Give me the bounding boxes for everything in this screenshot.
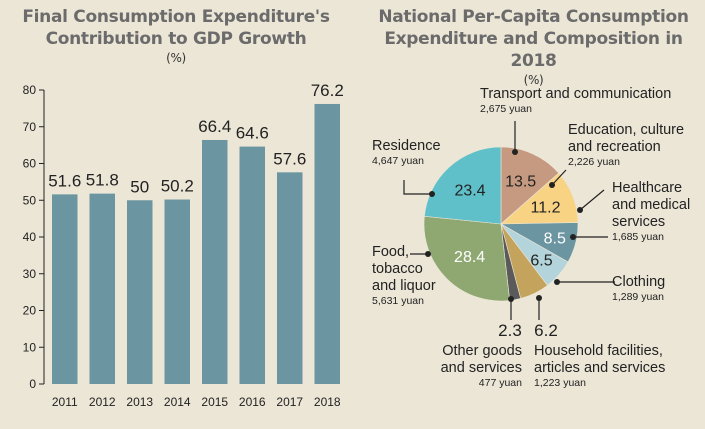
bar bbox=[52, 194, 78, 384]
pie-category-label: and liquor bbox=[372, 278, 436, 294]
callout-dot bbox=[425, 251, 431, 257]
bar-chart-title-text: Final Consumption Expenditure's Contribu… bbox=[22, 7, 330, 49]
pie-value-label: 13.5 bbox=[505, 173, 536, 190]
bar-chart: 0 10 20 30 40 50 60 70 80 51.6 2011 51.8 2012 50 2013 5… bbox=[23, 81, 344, 409]
bar-value-label: 51.8 bbox=[86, 171, 119, 190]
pie-amount-label: 477 yuan bbox=[479, 377, 522, 389]
callout-dot bbox=[512, 149, 518, 155]
y-tick-label: 40 bbox=[23, 230, 37, 244]
bar-value-label: 50 bbox=[130, 177, 149, 196]
pie-chart bbox=[423, 146, 579, 302]
x-tick-label: 2015 bbox=[201, 395, 228, 409]
callout-dot bbox=[508, 296, 514, 302]
callout-line bbox=[551, 169, 567, 186]
bar bbox=[127, 200, 153, 384]
callout-dot bbox=[429, 191, 435, 197]
x-tick-label: 2012 bbox=[89, 395, 116, 409]
pie-category-label: services bbox=[612, 214, 665, 230]
pie-value-label: 6.5 bbox=[530, 253, 552, 270]
bar-value-label: 76.2 bbox=[311, 81, 344, 100]
pie-value-label: 8.5 bbox=[544, 231, 566, 248]
pie-chart-unit: (%) bbox=[523, 73, 544, 87]
pie-category-label: Transport and communication bbox=[480, 86, 671, 102]
y-tick-label: 80 bbox=[23, 83, 37, 97]
pie-category-label: articles and services bbox=[534, 360, 665, 376]
pie-category-label: and recreation bbox=[568, 139, 661, 155]
y-tick-label: 10 bbox=[23, 340, 37, 354]
y-tick-label: 30 bbox=[23, 267, 37, 281]
pie-amount-label: 1,289 yuan bbox=[612, 291, 664, 303]
pie-slice bbox=[423, 215, 511, 302]
bar-chart-unit: (%) bbox=[166, 51, 186, 65]
bar bbox=[314, 103, 340, 384]
pie-amount-label: 4,647 yuan bbox=[372, 155, 424, 167]
pie-value-label: 11.2 bbox=[531, 200, 561, 217]
x-tick-label: 2018 bbox=[314, 395, 341, 409]
callout-dot bbox=[554, 279, 560, 285]
y-tick-label: 70 bbox=[23, 120, 37, 134]
bar bbox=[239, 146, 265, 384]
pie-value-label: 6.2 bbox=[534, 321, 558, 340]
pie-category-label: Other goods bbox=[442, 343, 522, 359]
bar-chart-title: Final Consumption Expenditure's Contribu… bbox=[0, 6, 352, 66]
bar-value-label: 50.2 bbox=[161, 177, 194, 196]
y-tick-label: 20 bbox=[23, 304, 37, 318]
bar bbox=[89, 193, 115, 384]
pie-amount-label: 1,223 yuan bbox=[534, 377, 586, 389]
pie-value-label: 2.3 bbox=[498, 321, 522, 340]
pie-category-label: Residence bbox=[372, 138, 441, 154]
pie-category-label: and medical bbox=[612, 197, 690, 213]
pie-amount-label: 2,675 yuan bbox=[480, 103, 532, 115]
x-tick-label: 2017 bbox=[276, 395, 303, 409]
pie-slice bbox=[424, 146, 502, 225]
y-tick-label: 50 bbox=[23, 193, 37, 207]
pie-amount-label: 5,631 yuan bbox=[372, 295, 424, 307]
pie-amount-label: 1,685 yuan bbox=[612, 231, 664, 243]
bar bbox=[164, 199, 190, 384]
bar-value-label: 64.6 bbox=[236, 124, 269, 143]
pie-annotations: 13.5 11.2 8.5 6.5 28.4 23.4 2.3 6.2 Transport an… bbox=[372, 86, 690, 389]
pie-value-label: 28.4 bbox=[454, 249, 485, 266]
pie-category-label: and services bbox=[441, 360, 522, 376]
callout-dot bbox=[549, 182, 555, 188]
y-tick-label: 0 bbox=[29, 377, 36, 391]
pie-category-label: Food, bbox=[372, 244, 409, 260]
pie-category-label: Healthcare bbox=[612, 180, 682, 196]
callout-line bbox=[403, 180, 432, 195]
x-tick-label: 2016 bbox=[239, 395, 266, 409]
pie-category-label: Education, culture bbox=[568, 122, 684, 138]
pie-value-label: 23.4 bbox=[454, 183, 485, 200]
bar-value-label: 51.6 bbox=[48, 171, 81, 190]
y-tick-label: 60 bbox=[23, 157, 37, 171]
pie-category-label: Household facilities, bbox=[534, 343, 663, 359]
bar-value-label: 66.4 bbox=[198, 117, 231, 136]
callout-dot bbox=[570, 234, 576, 240]
callout-dot bbox=[577, 207, 583, 213]
x-tick-label: 2011 bbox=[52, 395, 78, 409]
pie-chart-title-text: National Per-Capita Consumption Expendit… bbox=[378, 7, 689, 71]
x-tick-label: 2014 bbox=[164, 395, 191, 409]
bar bbox=[277, 172, 303, 384]
pie-category-label: tobacco bbox=[372, 261, 423, 277]
x-tick-label: 2013 bbox=[126, 395, 153, 409]
bar-value-label: 57.6 bbox=[273, 149, 306, 168]
pie-amount-label: 2,226 yuan bbox=[568, 156, 620, 168]
callout-dot bbox=[536, 295, 542, 301]
callout-line bbox=[579, 189, 605, 211]
bar bbox=[202, 139, 228, 384]
pie-category-label: Clothing bbox=[612, 274, 665, 290]
pie-slice bbox=[500, 146, 560, 225]
pie-chart-title: National Per-Capita Consumption Expendit… bbox=[362, 6, 705, 88]
